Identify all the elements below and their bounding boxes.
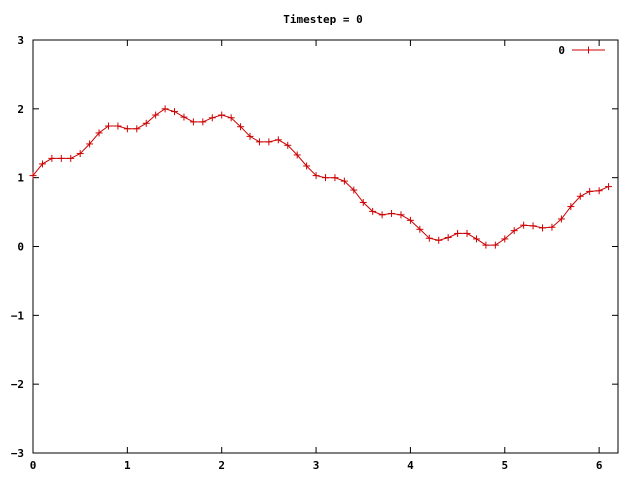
x-tick-label: 2 <box>218 459 225 472</box>
data-point <box>95 129 103 137</box>
x-axis: 0 1 2 3 4 5 6 <box>30 40 603 472</box>
series-layer <box>29 105 613 249</box>
data-point <box>369 207 377 215</box>
data-point <box>529 222 537 230</box>
data-point <box>463 229 471 237</box>
y-axis: 3 2 1 0 −1 −2 −3 <box>11 34 618 460</box>
data-point <box>161 105 169 113</box>
data-point <box>265 138 273 146</box>
legend-marker <box>585 46 592 54</box>
legend-label: 0 <box>558 44 565 57</box>
y-tick-label: −3 <box>11 447 24 460</box>
data-point <box>86 140 94 148</box>
data-point <box>152 111 160 119</box>
data-point <box>605 183 613 191</box>
data-point <box>293 151 301 159</box>
data-point <box>425 234 433 242</box>
data-point <box>255 138 263 146</box>
x-tick-label: 1 <box>124 459 131 472</box>
data-point <box>189 118 197 126</box>
data-point <box>199 118 207 126</box>
data-point <box>237 123 245 131</box>
data-point <box>38 160 46 168</box>
x-tick-label: 4 <box>407 459 414 472</box>
y-tick-label: 3 <box>17 34 24 47</box>
data-point <box>520 221 528 229</box>
x-tick-label: 0 <box>30 459 37 472</box>
data-point <box>180 113 188 121</box>
data-point <box>29 172 37 180</box>
y-tick-label: 1 <box>17 172 24 185</box>
data-point <box>586 187 594 195</box>
data-point <box>454 229 462 237</box>
data-point <box>312 172 320 180</box>
data-point <box>76 150 84 158</box>
data-point <box>472 235 480 243</box>
data-point <box>350 186 358 194</box>
x-tick-label: 6 <box>596 459 603 472</box>
data-point <box>482 241 490 249</box>
plot-frame <box>32 39 619 454</box>
data-point <box>406 216 414 224</box>
data-point <box>444 234 452 242</box>
data-point <box>284 141 292 149</box>
data-point <box>435 236 443 244</box>
series-line <box>32 108 609 246</box>
data-point <box>218 111 226 119</box>
data-point <box>378 211 386 219</box>
data-point <box>331 174 339 182</box>
chart-title: Timestep = 0 <box>283 13 362 26</box>
data-point <box>557 215 565 223</box>
data-point <box>227 114 235 122</box>
data-point <box>246 132 254 140</box>
x-tick-label: 3 <box>313 459 320 472</box>
data-point <box>567 203 575 211</box>
y-tick-label: 2 <box>17 103 24 116</box>
data-point <box>539 224 547 232</box>
x-tick-label: 5 <box>501 459 508 472</box>
data-point <box>388 209 396 217</box>
data-point <box>57 154 65 162</box>
legend: 0 <box>558 44 605 57</box>
data-point <box>510 227 518 235</box>
data-point <box>416 225 424 233</box>
data-point <box>397 211 405 219</box>
y-tick-label: −2 <box>11 378 24 391</box>
y-tick-label: 0 <box>17 241 24 254</box>
data-point <box>171 108 179 116</box>
data-point <box>595 187 603 195</box>
data-point <box>208 114 216 122</box>
data-point <box>340 177 348 185</box>
data-point <box>274 136 282 144</box>
data-point <box>123 125 131 133</box>
data-point <box>104 122 112 130</box>
data-point <box>548 223 556 231</box>
y-tick-label: −1 <box>11 309 25 322</box>
data-point <box>359 198 367 206</box>
data-point <box>48 154 56 162</box>
data-point <box>322 174 329 182</box>
data-point <box>114 122 122 130</box>
data-point <box>133 125 141 133</box>
data-point <box>501 235 509 243</box>
data-point <box>67 154 75 162</box>
data-point <box>576 192 584 200</box>
data-point <box>142 119 150 127</box>
data-point <box>491 241 499 249</box>
data-point <box>303 162 311 170</box>
